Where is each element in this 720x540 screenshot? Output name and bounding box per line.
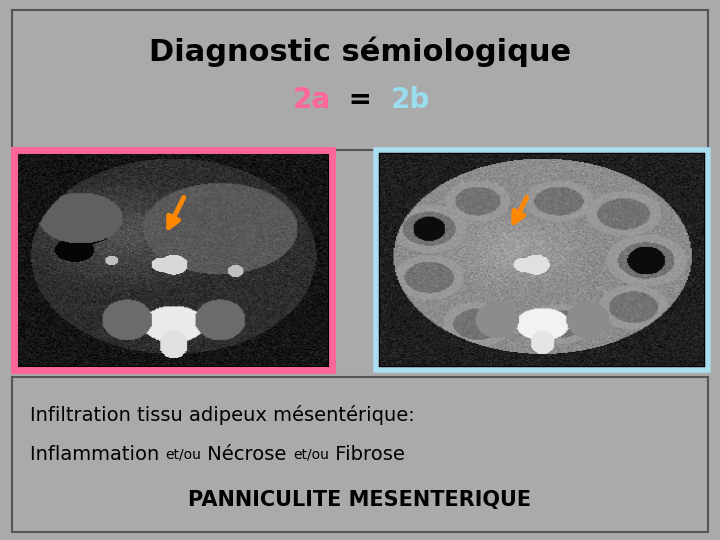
Text: et/ou: et/ou [166,448,202,462]
Text: Fibrose: Fibrose [329,446,405,464]
Text: et/ou: et/ou [293,448,329,462]
Text: 2b: 2b [390,86,430,114]
Text: PANNICULITE MESENTERIQUE: PANNICULITE MESENTERIQUE [189,490,531,510]
Text: Inflammation: Inflammation [30,446,166,464]
Bar [376,150,708,370]
Text: =: = [338,86,382,114]
Bar [12,377,708,532]
Bar [14,150,332,370]
Text: Nécrose: Nécrose [202,446,293,464]
Text: Infiltration tissu adipeux mésentérique:: Infiltration tissu adipeux mésentérique: [30,405,415,425]
Text: 2a: 2a [293,86,331,114]
Text: Diagnostic sémiologique: Diagnostic sémiologique [149,37,571,68]
Bar [12,10,708,150]
